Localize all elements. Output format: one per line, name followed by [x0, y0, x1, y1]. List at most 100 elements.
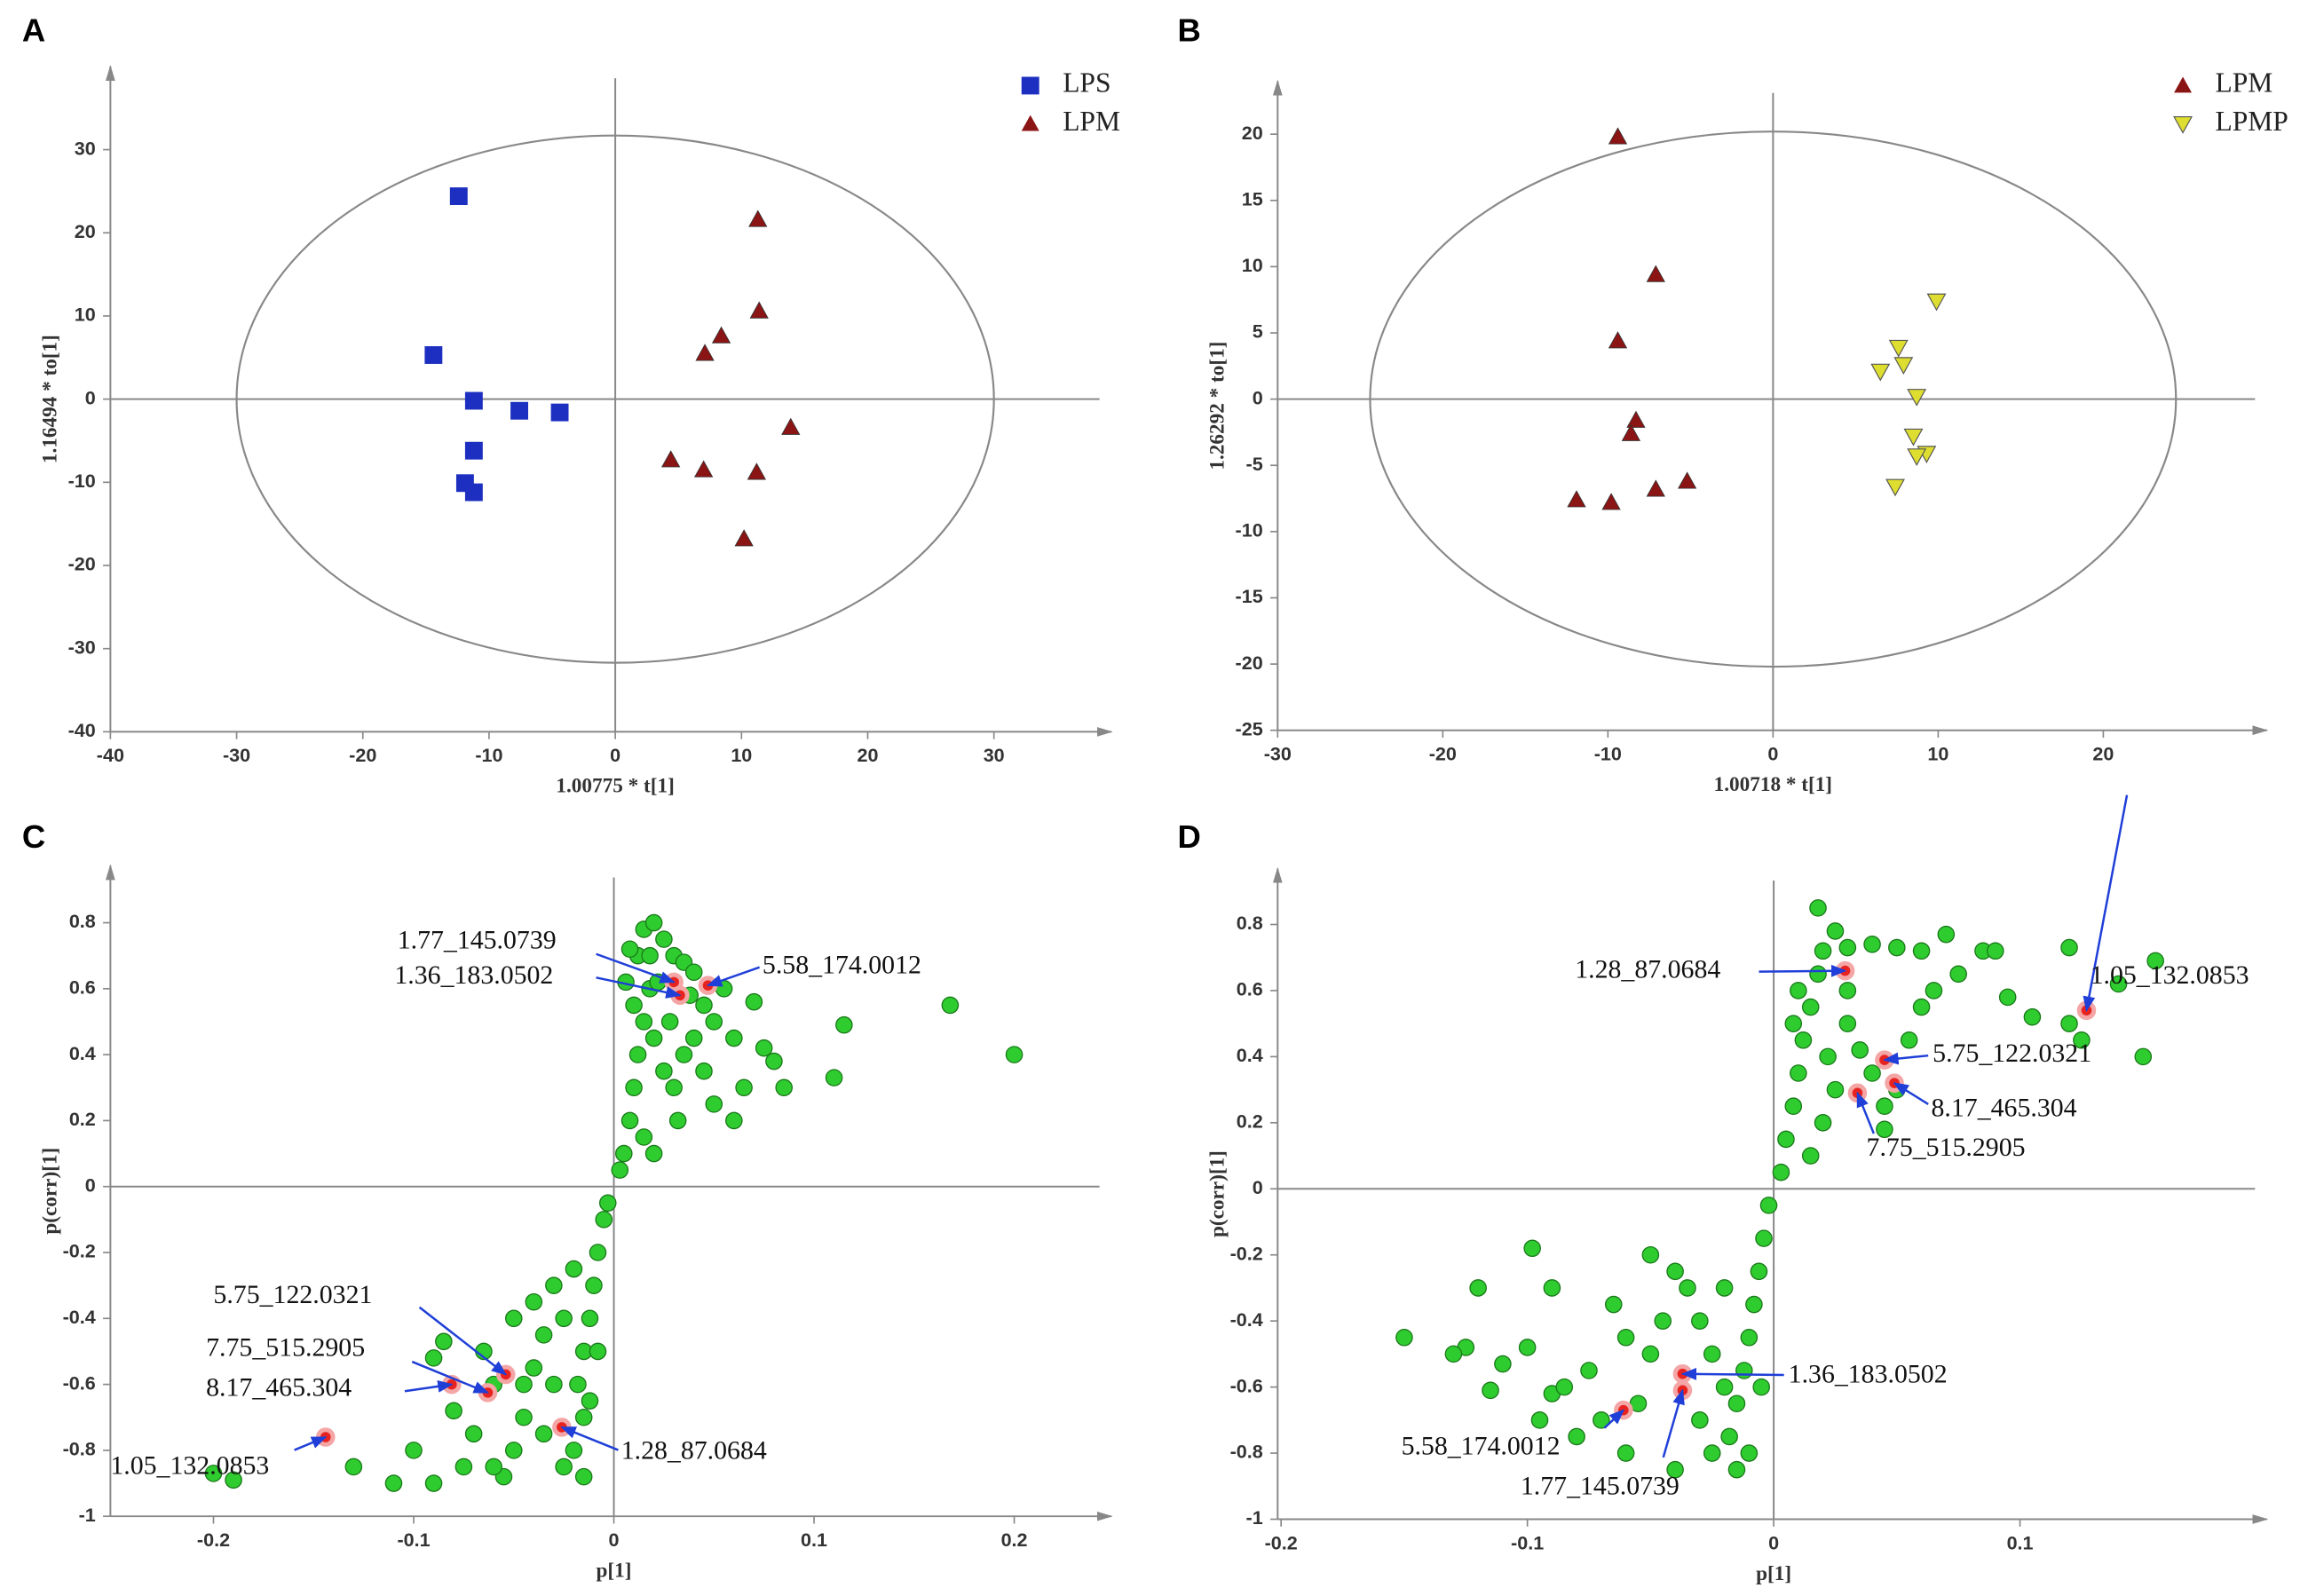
point [1703, 1345, 1721, 1363]
point [1949, 965, 1967, 984]
point [611, 1161, 629, 1179]
point [424, 1349, 443, 1367]
highlight-point [1885, 1073, 1904, 1093]
annotation-arrow [404, 1379, 454, 1393]
point [1715, 1279, 1734, 1297]
point [661, 450, 681, 468]
point [1740, 1328, 1759, 1347]
panel-label: B [1178, 12, 1201, 48]
series [661, 209, 801, 547]
point [684, 963, 703, 982]
point [1703, 1444, 1721, 1462]
y-tick-label: 0 [85, 386, 96, 408]
y-tick-label: 20 [1242, 122, 1263, 144]
point [644, 913, 663, 932]
point [1863, 936, 1881, 953]
y-tick-label: -0.4 [63, 1306, 96, 1328]
point [1903, 428, 1924, 446]
point [1654, 1312, 1672, 1330]
point [510, 401, 529, 420]
annotation-arrow [596, 976, 682, 999]
annotation: 5.58_174.0012 [763, 951, 921, 980]
x-axis-label: p[1] [1756, 1562, 1791, 1585]
annotation: 8.17_465.304 [206, 1372, 352, 1402]
point [1926, 293, 1947, 312]
point [1616, 1328, 1635, 1347]
y-tick-label: -0.4 [1230, 1308, 1263, 1331]
x-tick-label: 0.2 [1001, 1529, 1028, 1551]
y-tick-label: 0.8 [69, 910, 96, 932]
y-tick-label: 15 [1242, 187, 1263, 209]
y-tick-label: 10 [75, 304, 96, 326]
point [1851, 1041, 1869, 1059]
annotation-arrow [294, 1435, 328, 1451]
annotation: 1.77_145.0739 [398, 925, 557, 954]
annotation: 5.58_174.0012 [1402, 1432, 1561, 1461]
point [464, 1425, 483, 1443]
point [1925, 982, 1943, 999]
point [1395, 1328, 1413, 1347]
y-tick-label: -0.6 [1230, 1374, 1263, 1396]
y-axis-label: 1.26292 * to[1] [1205, 342, 1229, 470]
point [1735, 1362, 1753, 1379]
point [569, 1375, 587, 1394]
point [384, 1474, 403, 1492]
point [464, 391, 483, 410]
point [2134, 1047, 2153, 1066]
point [424, 1474, 443, 1492]
point [1876, 1120, 1893, 1139]
x-tick-label: -30 [223, 744, 250, 766]
point [625, 1078, 643, 1097]
y-axis-label: 1.16494 * to[1] [38, 335, 61, 463]
x-tick-label: -30 [1264, 743, 1292, 765]
point [225, 1471, 242, 1489]
point [1809, 965, 1827, 984]
point [684, 1029, 703, 1047]
point [665, 1078, 683, 1097]
point [1691, 1312, 1709, 1330]
panel-label: C [22, 818, 45, 855]
point [1937, 925, 1956, 944]
point [589, 1244, 607, 1261]
annotation-arrow [1662, 1388, 1685, 1458]
y-tick-label: -15 [1236, 585, 1263, 607]
annotation: 1.77_145.0739 [1521, 1472, 1680, 1501]
y-tick-label: -0.2 [1230, 1242, 1263, 1264]
legend-swatch [1021, 76, 1039, 95]
y-tick-label: -20 [68, 553, 96, 575]
point [1469, 1279, 1487, 1297]
point [655, 930, 673, 948]
point [1005, 1046, 1024, 1063]
series [1870, 293, 1947, 497]
point [550, 403, 569, 422]
y-tick-label: 10 [1242, 254, 1263, 276]
point [1646, 479, 1665, 497]
point [1759, 1197, 1778, 1214]
y-tick-label: -5 [1246, 453, 1263, 475]
point [1819, 1047, 1837, 1066]
point [1626, 410, 1646, 428]
point [525, 1359, 543, 1377]
point [705, 1013, 723, 1031]
annotation-arrow [411, 1360, 490, 1395]
x-axis-label: 1.00775 * t[1] [556, 775, 674, 798]
point [734, 529, 754, 547]
point [1838, 938, 1857, 957]
y-tick-label: 0 [1253, 1176, 1263, 1198]
point [1870, 363, 1891, 382]
point [1601, 493, 1621, 510]
point [1784, 1015, 1803, 1032]
point [1727, 1460, 1746, 1479]
point [1518, 1339, 1537, 1356]
highlight-point [316, 1427, 336, 1447]
point [705, 1095, 723, 1113]
x-tick-label: 10 [1927, 743, 1948, 765]
x-tick-label: -10 [475, 744, 502, 766]
annotation-arrow [2083, 794, 2129, 1012]
point [1750, 1262, 1768, 1281]
point [693, 460, 714, 478]
series [1614, 960, 2097, 1420]
x-tick-label: -40 [97, 744, 124, 766]
annotation-arrow [1759, 964, 1847, 977]
